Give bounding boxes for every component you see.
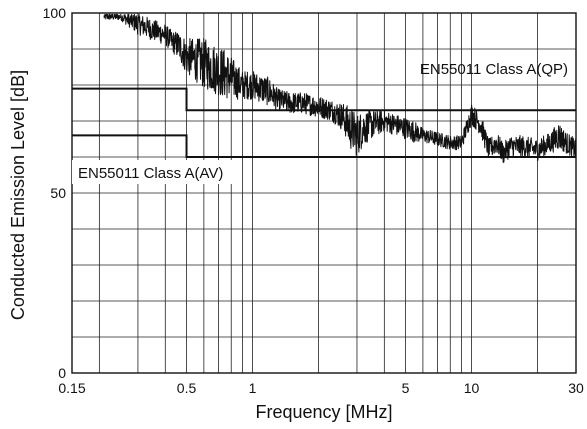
x-tick-label: 0.5 [177, 380, 197, 396]
limit-lines [72, 87, 576, 158]
x-tick-label: 10 [464, 380, 480, 396]
limit-line-av [72, 134, 576, 158]
x-tick-label: 1 [249, 380, 257, 396]
measured-trace-line [103, 13, 577, 163]
y-tick-label: 100 [43, 5, 67, 21]
plot-frame [71, 12, 577, 374]
limit-label-qp: EN55011 Class A(QP) [420, 61, 568, 78]
limit-label-av-background [72, 160, 232, 184]
measured-trace [103, 13, 577, 163]
x-tick-label: 30 [568, 380, 584, 396]
limit-line-qp [72, 87, 576, 112]
y-axis-title: Conducted Emission Level [dB] [8, 70, 28, 320]
x-tick-label: 0.15 [58, 380, 85, 396]
limit-label-av: EN55011 Class A(AV) [78, 165, 223, 182]
y-tick-labels: 0 50 100 [43, 5, 67, 381]
y-tick-label: 0 [58, 365, 66, 381]
x-tick-label: 5 [402, 380, 410, 396]
y-tick-label: 50 [50, 185, 66, 201]
x-tick-labels: 0.15 0.5 1 5 10 30 [58, 380, 584, 396]
x-axis-title: Frequency [MHz] [255, 402, 392, 422]
